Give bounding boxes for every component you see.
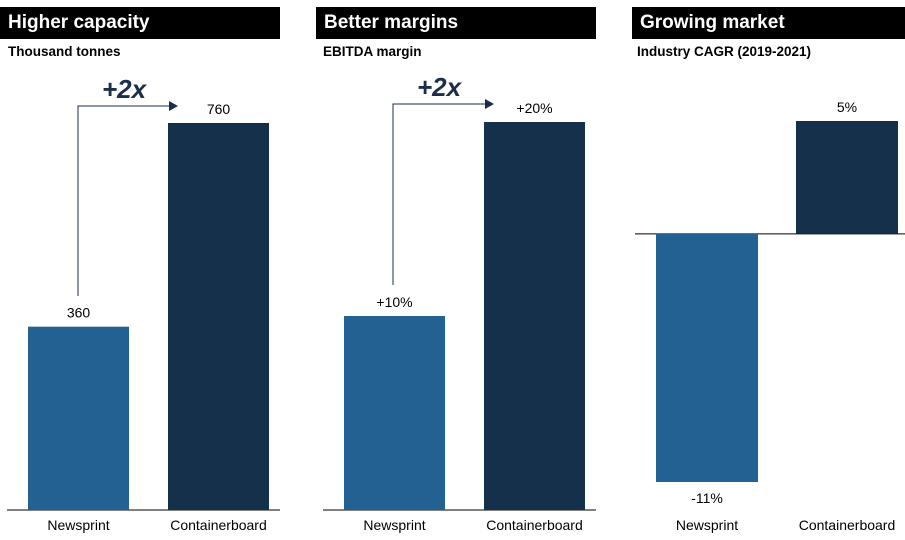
chart-title: Growing market bbox=[632, 7, 905, 39]
bar-containerboard bbox=[484, 122, 585, 510]
chart-subtitle: Industry CAGR (2019-2021) bbox=[637, 44, 812, 59]
growth-arrow-line bbox=[77, 105, 170, 296]
growth-multiplier: +2x bbox=[417, 72, 463, 102]
bar-containerboard bbox=[796, 121, 898, 234]
chart-svg: +10% Newsprint +20% Containerboard +2x bbox=[323, 72, 596, 533]
chart-panel-market: Growing market Industry CAGR (2019-2021)… bbox=[632, 0, 905, 540]
category-label: Containerboard bbox=[486, 517, 583, 533]
chart-panel-margins: Better margins EBITDA margin +10% Newspri… bbox=[316, 0, 596, 540]
category-label: Containerboard bbox=[170, 517, 267, 533]
bar-newsprint bbox=[28, 326, 129, 510]
category-label: Newsprint bbox=[676, 517, 738, 533]
chart-title: Better margins bbox=[316, 7, 596, 39]
growth-arrow-head bbox=[485, 99, 494, 109]
chart-subtitle: Thousand tonnes bbox=[8, 44, 121, 59]
chart-title: Higher capacity bbox=[0, 7, 280, 39]
data-label: 360 bbox=[67, 305, 91, 321]
data-label: +10% bbox=[376, 294, 412, 310]
growth-arrow-line bbox=[392, 103, 486, 285]
chart-svg: -11% Newsprint 5% Containerboard bbox=[635, 99, 905, 533]
chart-svg: 360 Newsprint 760 Containerboard +2x bbox=[7, 74, 280, 533]
data-label: 760 bbox=[207, 101, 231, 117]
growth-arrow-head bbox=[169, 101, 178, 111]
category-label: Newsprint bbox=[47, 517, 109, 533]
bar-newsprint bbox=[344, 316, 445, 510]
data-label: +20% bbox=[516, 100, 552, 116]
data-label: 5% bbox=[837, 99, 857, 115]
growth-multiplier: +2x bbox=[102, 74, 148, 104]
data-label: -11% bbox=[691, 490, 723, 506]
chart-panel-capacity: Higher capacity Thousand tonnes 360 Newsp… bbox=[0, 0, 280, 540]
bar-newsprint bbox=[656, 233, 758, 482]
category-label: Containerboard bbox=[799, 517, 896, 533]
category-label: Newsprint bbox=[363, 517, 425, 533]
bar-containerboard bbox=[168, 123, 269, 510]
chart-subtitle: EBITDA margin bbox=[323, 44, 422, 59]
